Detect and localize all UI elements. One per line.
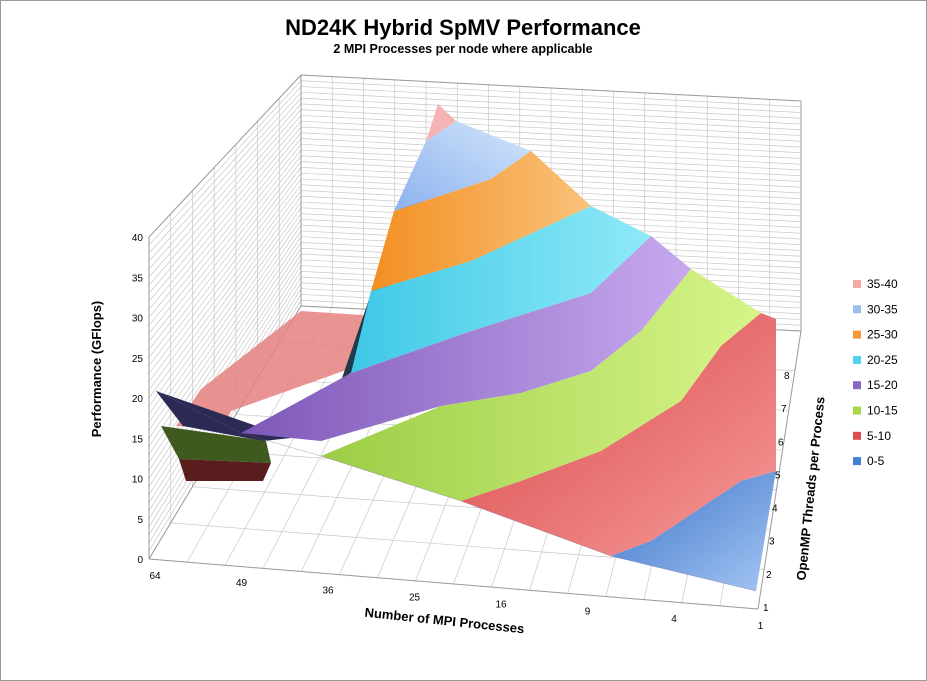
z-tick-label: 5 <box>137 515 143 526</box>
z-tick-label: 0 <box>137 555 143 566</box>
x-tick-label: 49 <box>236 578 248 589</box>
x-tick-label: 1 <box>758 621 764 632</box>
z-tick-label: 30 <box>132 314 144 325</box>
y-tick-label: 5 <box>775 470 781 481</box>
y-tick-label: 4 <box>772 504 778 515</box>
surface-band-20-25 <box>351 206 651 373</box>
legend-swatch <box>853 406 861 415</box>
grid-line <box>148 230 302 455</box>
y-axis-title: OpenMP Threads per Process <box>793 396 827 581</box>
y-tick-label: 1 <box>763 603 769 614</box>
grid-line <box>148 213 302 431</box>
legend-swatch <box>853 355 861 364</box>
y-tick-label: 6 <box>778 437 784 448</box>
legend-swatch <box>853 457 861 466</box>
z-tick-label: 10 <box>132 475 144 486</box>
legend-label: 20-25 <box>867 353 898 367</box>
grid-line <box>148 115 302 294</box>
legend-label: 15-20 <box>867 378 898 392</box>
x-tick-label: 64 <box>149 571 161 582</box>
grid-line <box>148 80 302 246</box>
legend-swatch <box>853 381 861 390</box>
surface-edge-front <box>155 390 757 592</box>
z-tick-label: 20 <box>132 394 144 405</box>
z-axis-title: Performance (GFlops) <box>89 301 104 438</box>
y-tick-label: 2 <box>766 570 772 581</box>
y-tick-label: 7 <box>781 404 787 415</box>
z-tick-label: 40 <box>132 233 144 244</box>
grid-line <box>148 149 302 342</box>
grid-line <box>148 126 302 310</box>
surface <box>155 104 776 592</box>
grid-line <box>148 236 302 463</box>
surface-band-0-5 <box>611 471 776 591</box>
grid-line <box>148 184 302 391</box>
x-tick-label: 9 <box>585 607 591 618</box>
z-axis-ticks: 0 5 10 15 20 25 30 35 40 <box>132 233 144 566</box>
z-tick-label: 35 <box>132 273 144 284</box>
legend-swatch <box>853 305 861 314</box>
surface-band-5-10 <box>461 313 776 556</box>
grid-line <box>148 138 302 326</box>
axis-line <box>300 74 802 102</box>
legend-label: 25-30 <box>867 328 898 342</box>
grid-line <box>148 172 302 375</box>
y-axis-ticks: 1 2 3 4 5 6 7 8 <box>763 371 790 614</box>
y-tick-label: 3 <box>769 537 775 548</box>
grid-line <box>148 132 302 318</box>
grid-line <box>148 196 302 407</box>
grid-line <box>148 167 302 367</box>
surface-band-35-40 <box>426 104 456 141</box>
grid-line <box>148 207 302 423</box>
chart-subtitle: 2 MPI Processes per node where applicabl… <box>333 42 592 56</box>
grid-line <box>148 120 302 302</box>
grid-line <box>148 86 302 254</box>
grid-line <box>148 155 302 350</box>
axis-line <box>148 74 302 238</box>
z-tick-label: 25 <box>132 354 144 365</box>
grid-line <box>148 201 302 415</box>
surface-band-15-20 <box>241 236 691 441</box>
grid-line <box>148 144 302 334</box>
legend: 35-40 30-35 25-30 20-25 15-20 10-15 5-10 0-5 <box>853 277 898 468</box>
x-tick-label: 4 <box>671 614 677 625</box>
surface-band-10-15 <box>321 269 761 501</box>
surface-band-30-35 <box>394 121 531 211</box>
grid-line <box>148 109 302 286</box>
legend-label: 30-35 <box>867 302 898 316</box>
y-tick-label: 8 <box>784 371 790 382</box>
legend-swatch <box>853 330 861 339</box>
axis-line <box>148 558 759 610</box>
grid-line <box>148 161 302 358</box>
surface-band-25-30 <box>371 151 591 291</box>
x-tick-label: 25 <box>409 592 421 603</box>
surface-band-pit-red <box>179 459 271 481</box>
x-axis-ticks: 64 49 36 25 16 9 4 1 <box>149 571 763 632</box>
legend-label: 35-40 <box>867 277 898 291</box>
chart-title: ND24K Hybrid SpMV Performance <box>285 15 641 40</box>
legend-label: 0-5 <box>867 454 885 468</box>
grid-line <box>148 190 302 399</box>
legend-swatch <box>853 280 861 288</box>
legend-label: 10-15 <box>867 404 898 418</box>
surface-band-pit-green <box>161 426 271 463</box>
legend-label: 5-10 <box>867 429 891 443</box>
z-tick-label: 15 <box>132 434 144 445</box>
grid-line <box>148 92 302 262</box>
x-tick-label: 36 <box>322 585 334 596</box>
legend-swatch <box>853 431 861 440</box>
grid-line <box>148 178 302 383</box>
grid-line <box>148 103 302 278</box>
grid-line <box>148 97 302 270</box>
x-tick-label: 16 <box>495 600 507 611</box>
axis-line <box>757 330 802 610</box>
